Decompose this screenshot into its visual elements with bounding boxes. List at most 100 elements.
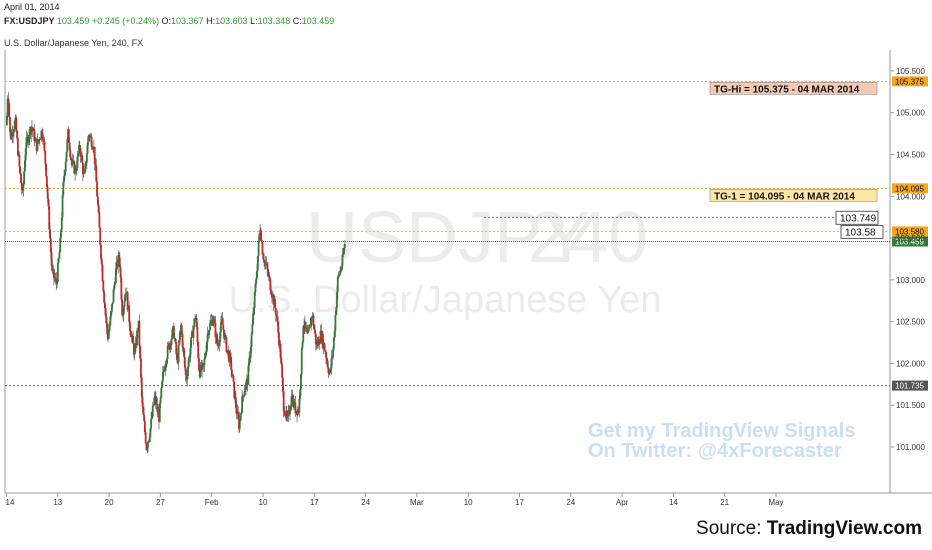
- candle-body: [81, 155, 84, 163]
- price-box-label: 103.58: [845, 227, 876, 238]
- candle-body: [123, 301, 126, 307]
- promo-line-1: Get my TradingView Signals: [588, 420, 856, 442]
- candle-body: [124, 294, 127, 302]
- candle-body: [162, 370, 165, 373]
- candle-body: [257, 241, 260, 256]
- candle-body: [327, 367, 330, 373]
- candle-body: [164, 366, 167, 371]
- candle-body: [330, 357, 333, 369]
- candle-body: [329, 368, 332, 371]
- candle-body: [148, 437, 151, 441]
- candle-body: [56, 262, 59, 282]
- annotations: TG-Hi = 105.375 - 04 MAR 2014 TG-1 = 104.…: [484, 82, 884, 239]
- candle-body: [56, 281, 58, 285]
- candle-body: [30, 126, 33, 135]
- candle-body: [340, 266, 343, 270]
- candle-body: [173, 337, 176, 339]
- candle-body: [243, 392, 246, 396]
- candle-body: [172, 326, 175, 338]
- candle-body: [60, 217, 63, 230]
- candle-body: [278, 332, 280, 346]
- level-price-label: 103.459: [895, 237, 924, 246]
- level-price-label: 101.735: [895, 382, 924, 391]
- candle-body: [217, 345, 220, 347]
- candle-body: [13, 120, 16, 130]
- candle-body: [224, 335, 227, 338]
- candle-body: [321, 333, 324, 348]
- candle-body: [82, 162, 84, 175]
- candle-body: [70, 157, 73, 161]
- candle-body: [180, 325, 183, 334]
- candle-body: [7, 98, 10, 104]
- candle-body: [152, 404, 155, 406]
- target-annotation-label: TG-1 = 104.095 - 04 MAR 2014: [714, 191, 855, 202]
- candle-body: [110, 311, 113, 317]
- candle-body: [99, 227, 102, 245]
- candle-body: [247, 365, 250, 385]
- candle-body: [197, 342, 200, 359]
- candle-body: [261, 241, 264, 255]
- candle-body: [240, 412, 243, 415]
- candle-body: [5, 115, 8, 126]
- candle-body: [190, 337, 193, 348]
- candle-body: [136, 329, 139, 331]
- candle-body: [22, 184, 25, 191]
- candle-body: [255, 278, 258, 284]
- candle-body: [144, 432, 147, 444]
- candle-body: [318, 342, 321, 345]
- candle-body: [132, 343, 135, 355]
- price-box: [840, 224, 884, 239]
- candle-body: [329, 370, 331, 373]
- x-tick-label: 24: [361, 498, 370, 507]
- candle-body: [238, 418, 241, 430]
- candle-body: [129, 330, 132, 338]
- candle-body: [326, 360, 329, 368]
- candle-body: [109, 316, 112, 326]
- candle-body: [25, 137, 28, 149]
- candle-body: [138, 320, 141, 347]
- candle-body: [218, 342, 221, 346]
- candle-body: [227, 349, 229, 351]
- open-value: 103.367: [171, 16, 204, 26]
- candle-body: [100, 258, 103, 265]
- candle-body: [269, 278, 272, 291]
- candle-body: [307, 328, 310, 332]
- candle-body: [87, 135, 90, 143]
- candle-body: [307, 331, 309, 334]
- last-price: 103.459: [56, 16, 90, 26]
- candle-body: [186, 375, 189, 380]
- candle-body: [114, 283, 116, 285]
- candle-body: [24, 160, 26, 172]
- candle-body: [248, 358, 251, 366]
- watermark-symbol: USDJPY: [306, 198, 590, 278]
- candle-body: [84, 163, 87, 173]
- candle-body: [93, 146, 96, 165]
- candle-body: [195, 317, 198, 328]
- candle-body: [85, 162, 87, 164]
- candle-body: [111, 302, 114, 305]
- candle-body: [274, 308, 277, 316]
- candle-body: [165, 359, 168, 365]
- candle-body: [188, 357, 191, 358]
- y-tick-label: 103.500: [896, 234, 925, 243]
- candle-body: [244, 389, 247, 393]
- level-price-label: 103.580: [895, 227, 924, 236]
- x-tick-label: 17: [515, 498, 524, 507]
- candle-body: [294, 402, 297, 414]
- candle-body: [102, 280, 105, 292]
- candle-body: [233, 381, 236, 399]
- level-price-tag: [892, 236, 928, 247]
- candle-body: [245, 382, 247, 390]
- candle-body: [97, 204, 100, 213]
- candle-body: [112, 289, 115, 303]
- candle-body: [220, 322, 222, 333]
- candle-body: [72, 160, 75, 162]
- candle-body: [256, 270, 258, 279]
- high-label: H:: [206, 16, 216, 26]
- candle-body: [302, 326, 305, 342]
- candle-body: [198, 358, 200, 371]
- candle-body: [161, 380, 164, 388]
- candle-body: [104, 308, 107, 317]
- candle-body: [221, 319, 224, 325]
